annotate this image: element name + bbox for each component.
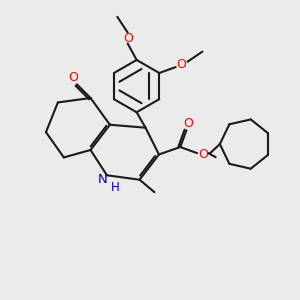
Text: N: N — [98, 173, 107, 186]
Text: O: O — [199, 148, 208, 161]
Text: O: O — [177, 58, 187, 71]
Text: O: O — [68, 71, 78, 84]
Text: O: O — [183, 117, 193, 130]
Text: H: H — [111, 181, 120, 194]
Text: O: O — [123, 32, 133, 45]
